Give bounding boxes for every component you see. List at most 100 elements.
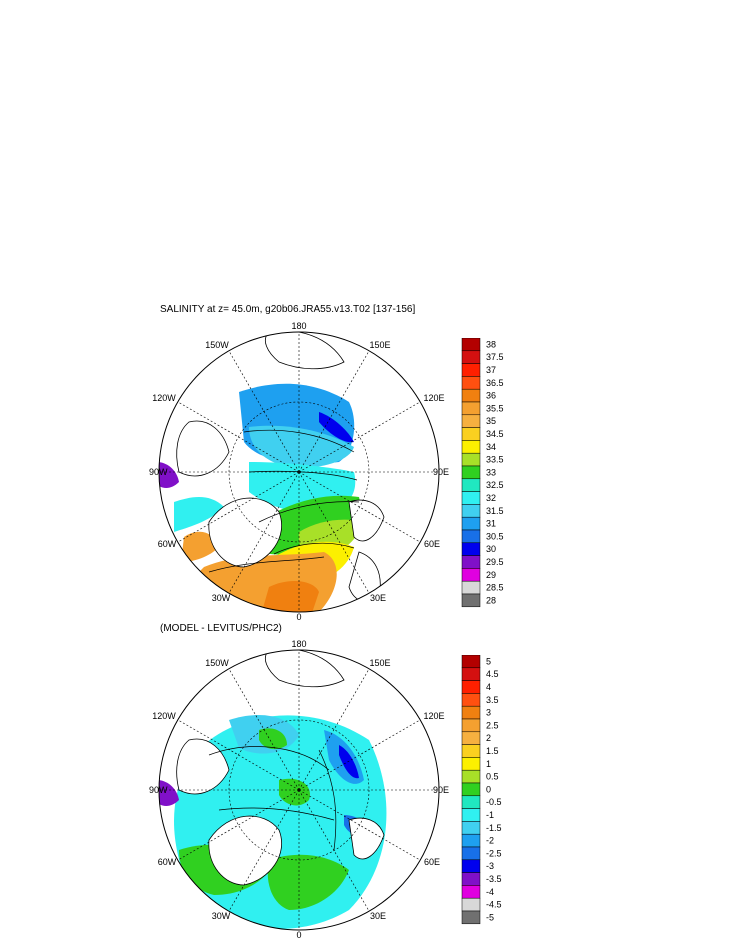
colorbar-label: 34 [486,442,496,452]
colorbar-label: 28 [486,595,496,605]
colorbar-label: 5 [486,656,491,666]
colorbar-swatch [461,465,481,480]
panel-title-salinity: SALINITY at z= 45.0m, g20b06.JRA55.v13.T… [160,304,416,315]
colorbar-swatch [461,885,481,899]
colorbar-label: 32 [486,493,496,503]
colorbar-swatch [461,440,481,454]
lon-label: 60E [424,857,440,867]
lon-label: 30E [370,593,386,603]
colorbar-label: 33 [486,467,496,477]
salinity-map: 180 150E 120E 90E 60E 30E 0 30W 60W 90W … [149,322,449,622]
lon-label: 90W [149,467,168,477]
colorbar-swatch [461,655,481,669]
difference-map: 180 150E 120E 90E 60E 30E 0 30W 60W 90W … [149,640,449,940]
colorbar-swatch [461,808,481,822]
lon-label: 60W [158,857,177,867]
colorbar-label: 31.5 [486,506,504,516]
colorbar-swatch [461,680,481,694]
colorbar-swatch [461,401,481,416]
colorbar-label: -3 [486,861,494,871]
lon-label: 30W [212,593,231,603]
lon-label: 30E [370,911,386,921]
colorbar-swatch [461,593,481,608]
colorbar-label: -2 [486,836,494,846]
colorbar-swatch [461,846,481,861]
lon-label: 60E [424,539,440,549]
graticule [159,332,439,612]
lon-label: 150E [369,658,390,668]
colorbar-label: -2.5 [486,848,502,858]
colorbar-swatch [461,757,481,771]
colorbar-label: 37 [486,365,496,375]
salinity-colorbar: 38 37.5 37 36.5 36 35.5 35 34.5 34 33.5 33 32.5 32 31… [461,338,504,608]
colorbar-swatch [461,705,481,720]
colorbar-label: 29 [486,570,496,580]
colorbar-label: 30.5 [486,531,504,541]
colorbar-label: 28.5 [486,583,504,593]
lon-label: 150E [369,340,390,350]
colorbar-swatch [461,795,481,809]
lon-label: 30W [212,911,231,921]
colorbar-swatch [461,555,481,569]
colorbar-label: 3.5 [486,695,499,705]
colorbar-swatch [461,363,481,377]
colorbar-label: 30 [486,544,496,554]
colorbar-swatch [461,693,481,707]
colorbar-label: 29.5 [486,557,504,567]
colorbar-label: 4.5 [486,669,499,679]
lon-label: 120E [423,393,444,403]
lon-label: 150W [205,340,229,350]
colorbar-label: -4 [486,887,494,897]
lon-label: 120W [152,393,176,403]
colorbar-swatch [461,350,481,364]
colorbar-label: 4 [486,682,491,692]
lon-label: 90E [433,785,449,795]
colorbar-label: 2.5 [486,720,499,730]
colorbar-swatch [461,542,481,556]
lon-label: 60W [158,539,177,549]
lon-label: 120E [423,711,444,721]
colorbar-swatch [461,821,481,835]
colorbar-label: -3.5 [486,874,502,884]
colorbar-label: 35 [486,416,496,426]
colorbar-swatch [461,580,481,595]
colorbar-swatch [461,504,481,518]
colorbar-swatch [461,897,481,912]
lon-label: 180 [291,322,306,331]
colorbar-label: 3 [486,708,491,718]
colorbar-label: -5 [486,912,494,922]
colorbar-swatch [461,452,481,467]
colorbar-label: 0.5 [486,772,499,782]
colorbar-swatch [461,782,481,797]
colorbar-swatch [461,667,481,681]
colorbar-label: 34.5 [486,429,504,439]
colorbar-label: 1.5 [486,746,499,756]
map-boundary [158,331,440,613]
graticule [159,650,439,930]
colorbar-swatch [461,769,481,784]
colorbar-label: 36.5 [486,378,504,388]
difference-colorbar: 5 4.5 4 3.5 3 2.5 2 1.5 1 0.5 0 -0.5 -1 -1.5 -2 -2.5 -3 -… [461,655,502,925]
colorbar-swatch [461,872,481,886]
colorbar-label: 31 [486,519,496,529]
colorbar-label: 37.5 [486,352,504,362]
colorbar-label: 1 [486,759,491,769]
colorbar-swatch [461,516,481,531]
colorbar-swatch [461,491,481,505]
colorbar-swatch [461,414,481,428]
lon-label: 0 [296,930,301,940]
colorbar-swatch [461,833,481,848]
colorbar-label: 36 [486,391,496,401]
colorbar-label: 35.5 [486,403,504,413]
colorbar-label: 32.5 [486,480,504,490]
colorbar-swatch [461,568,481,582]
colorbar-swatch [461,427,481,441]
lon-label: 0 [296,612,301,622]
colorbar-label: 2 [486,733,491,743]
colorbar-swatch [461,529,481,544]
panel-title-difference: (MODEL - LEVITUS/PHC2) [160,623,282,634]
colorbar-label: -1 [486,810,494,820]
colorbar-label: 0 [486,784,491,794]
lon-label: 120W [152,711,176,721]
colorbar-swatch [461,718,481,733]
